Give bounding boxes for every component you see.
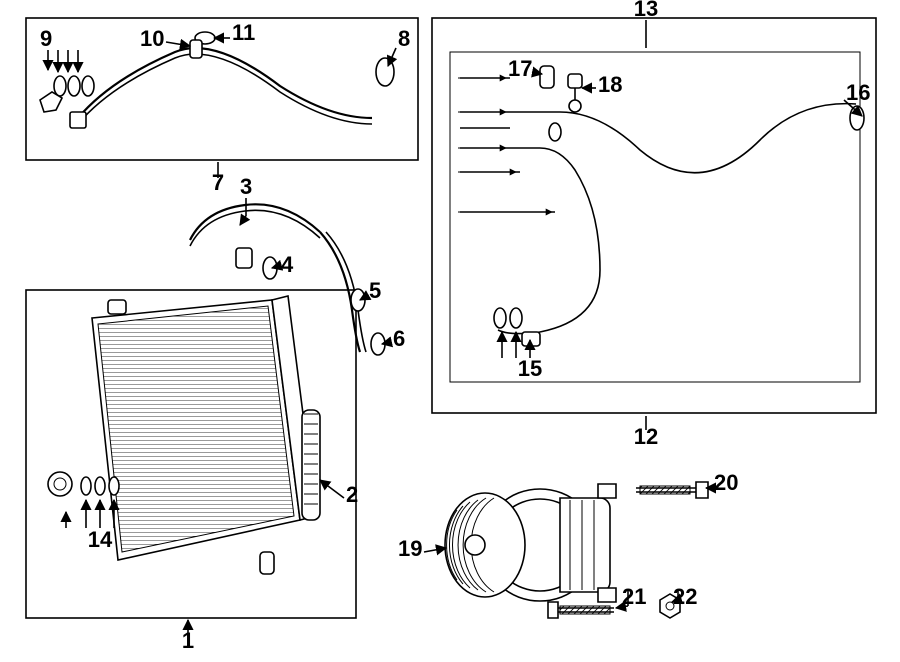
label-16: 16 xyxy=(846,80,870,105)
label-14: 14 xyxy=(88,527,113,552)
label-19: 19 xyxy=(398,536,422,561)
label-21: 21 xyxy=(622,584,646,609)
part-discharge-hose xyxy=(40,32,394,128)
label-18: 18 xyxy=(598,72,622,97)
label-9: 9 xyxy=(40,26,52,51)
line-pointers-group12 xyxy=(458,78,552,212)
part-compressor xyxy=(445,482,708,618)
part-bolt-21 xyxy=(548,602,614,618)
label-4: 4 xyxy=(281,252,294,277)
label-12: 12 xyxy=(634,424,658,449)
label-2: 2 xyxy=(346,482,358,507)
label-1: 1 xyxy=(182,628,194,653)
label-3: 3 xyxy=(240,174,252,199)
label-22: 22 xyxy=(673,584,697,609)
label-10: 10 xyxy=(140,26,164,51)
part-bolt-20 xyxy=(636,482,708,498)
part-liquid-line xyxy=(450,52,864,382)
label-15: 15 xyxy=(518,356,542,381)
label-13: 13 xyxy=(634,0,658,21)
label-11: 11 xyxy=(232,20,255,45)
label-17: 17 xyxy=(508,56,532,81)
label-8: 8 xyxy=(398,26,410,51)
label-20: 20 xyxy=(714,470,738,495)
label-5: 5 xyxy=(369,278,381,303)
label-7: 7 xyxy=(212,170,224,195)
label-6: 6 xyxy=(393,326,405,351)
